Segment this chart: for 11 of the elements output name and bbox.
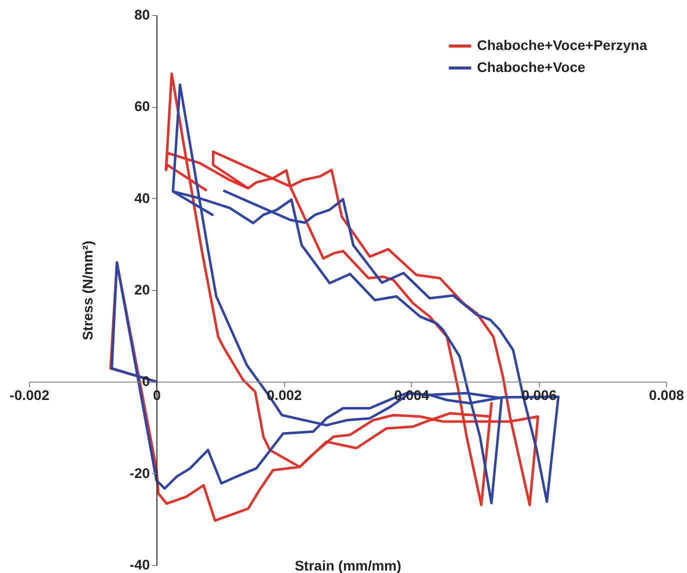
y-axis-title: Stress (N/mm²) — [80, 240, 96, 340]
legend-label: Chaboche+Voce+Perzyna — [477, 37, 648, 53]
x-tick-label: 0.008 — [648, 387, 684, 404]
y-tick-label: 60 — [134, 98, 150, 114]
legend-label: Chaboche+Voce — [477, 59, 586, 75]
y-tick-label: 20 — [134, 282, 150, 298]
x-tick-label: -0.002 — [10, 387, 50, 404]
y-tick-label: 40 — [134, 190, 150, 206]
y-tick-label: -20 — [130, 464, 150, 481]
y-tick-label: -40 — [130, 556, 150, 572]
y-tick-label: 80 — [134, 6, 150, 22]
